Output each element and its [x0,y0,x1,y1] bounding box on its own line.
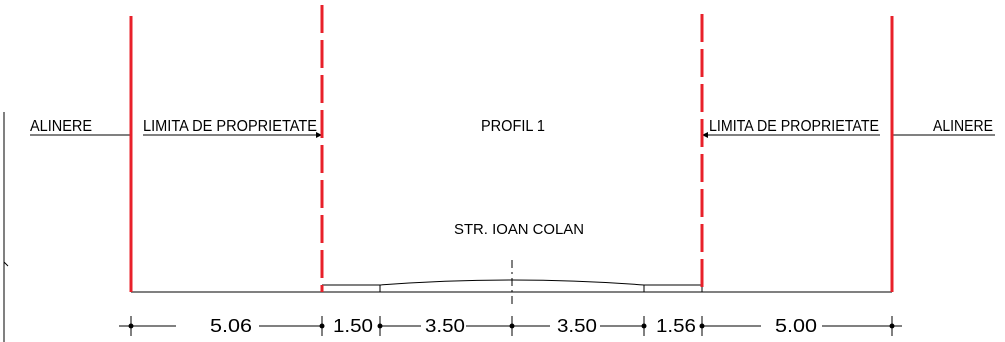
dimension-label-3: 3.50 [425,316,465,336]
dimension-ticks [128,323,895,329]
label-alinere-right: ALINERE [933,118,993,135]
label-limita-right: LIMITA DE PROPRIETATE [709,118,879,135]
dimension-label-2: 1.50 [333,316,373,336]
label-profil: PROFIL 1 [481,118,545,135]
leader-arrows [316,132,708,138]
label-alinere-left: ALINERE [30,118,92,135]
dimension-label-6: 5.00 [775,316,817,336]
label-street: STR. IOAN COLAN [454,221,584,238]
dimension-label-4: 3.50 [557,316,597,336]
frame-tick-left [3,261,9,267]
dimension-label-5: 1.56 [656,316,696,336]
dimension-label-1: 5.06 [210,316,252,336]
label-limita-left: LIMITA DE PROPRIETATE [143,118,317,135]
